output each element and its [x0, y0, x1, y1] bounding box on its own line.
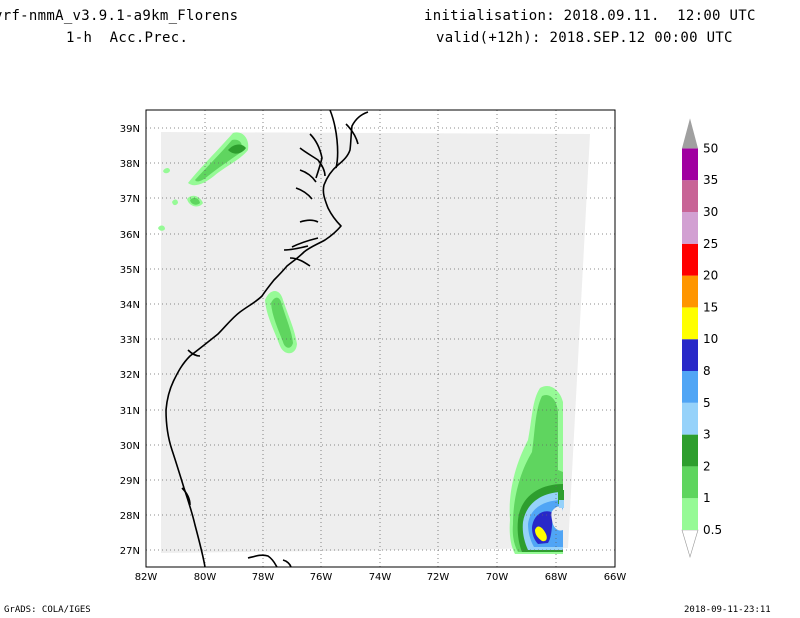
lat-label: 28N	[120, 511, 140, 522]
lat-label: 29N	[120, 476, 140, 487]
lat-label: 38N	[120, 159, 140, 170]
lon-label: 70W	[486, 572, 509, 583]
colorbar-label: 30	[703, 205, 718, 219]
colorbar-label: 3	[703, 428, 711, 442]
lat-label: 30N	[120, 441, 140, 452]
model-title: vrf-nmmA_v3.9.1-a9km_Florens	[0, 8, 239, 24]
lon-label: 72W	[427, 572, 450, 583]
colorbar-swatch	[682, 307, 698, 340]
colorbar-swatch	[682, 212, 698, 244]
colorbar-label: 1	[703, 491, 711, 505]
lon-label: 68W	[545, 572, 568, 583]
colorbar-label: 15	[703, 300, 718, 314]
footer-credit: GrADS: COLA/IGES	[4, 605, 91, 615]
colorbar-upper-arrow	[682, 118, 698, 149]
precip-cape-fear	[265, 291, 297, 354]
lon-label: 78W	[252, 572, 275, 583]
coastline	[165, 109, 369, 568]
lat-label: 33N	[120, 335, 140, 346]
colorbar-swatch	[682, 434, 698, 467]
model-domain	[161, 132, 590, 553]
valid-time: valid(+12h): 2018.SEP.12 00:00 UTC	[436, 30, 733, 46]
lat-label: 31N	[120, 406, 140, 417]
colorbar-label: 25	[703, 237, 718, 251]
colorbar-label: 0.5	[703, 523, 722, 537]
map-grid	[146, 110, 615, 567]
colorbar-swatch	[682, 466, 698, 499]
lat-label: 35N	[120, 265, 140, 276]
colorbar-label: 8	[703, 364, 711, 378]
colorbar-label: 2	[703, 459, 711, 473]
colorbar-swatch	[682, 371, 698, 403]
colorbar-label: 50	[703, 141, 718, 155]
latitude-labels: 27N 28N 29N 30N 31N 32N 33N 34N 35N 36N …	[120, 124, 140, 557]
lat-label: 36N	[120, 230, 140, 241]
colorbar-lower-arrow	[681, 529, 699, 559]
lat-label: 27N	[120, 546, 140, 557]
lat-label: 32N	[120, 370, 140, 381]
colorbar-swatch	[682, 275, 698, 308]
lon-label: 76W	[310, 572, 333, 583]
plot-frame	[145, 109, 616, 568]
colorbar-swatch	[682, 148, 698, 181]
lon-label: 66W	[604, 572, 627, 583]
lat-label: 37N	[120, 194, 140, 205]
precip-hurricane	[509, 385, 564, 554]
lat-label: 34N	[120, 300, 140, 311]
colorbar-label: 20	[703, 269, 718, 283]
colorbar-swatch	[682, 498, 698, 530]
field-title: 1-h Acc.Prec.	[66, 30, 189, 46]
lon-label: 82W	[135, 572, 158, 583]
init-time: initialisation: 2018.09.11. 12:00 UTC	[424, 8, 756, 24]
lon-label: 74W	[369, 572, 392, 583]
precip-virginia	[158, 132, 249, 231]
colorbar-swatch	[682, 243, 698, 276]
colorbar-swatch	[682, 339, 698, 371]
lat-label: 39N	[120, 124, 140, 135]
colorbar-swatch	[682, 402, 698, 435]
colorbar-label: 10	[703, 332, 718, 346]
colorbar-label: 5	[703, 396, 711, 410]
lon-label: 80W	[194, 572, 217, 583]
footer-timestamp: 2018-09-11-23:11	[684, 605, 771, 615]
colorbar-swatch	[682, 180, 698, 212]
colorbar-label: 35	[703, 173, 718, 187]
longitude-labels: 82W 80W 78W 76W 74W 72W 70W 68W 66W	[135, 572, 627, 583]
